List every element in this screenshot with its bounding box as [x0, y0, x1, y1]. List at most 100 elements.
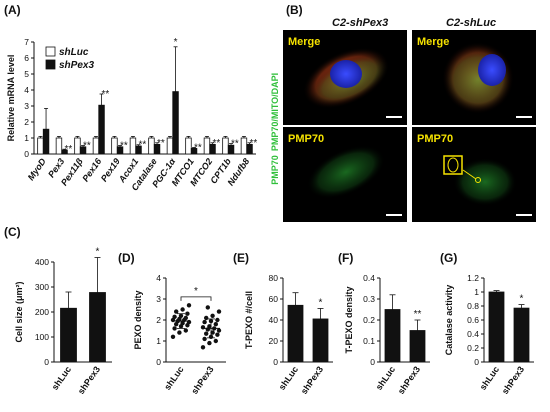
- data-point: [180, 307, 185, 312]
- panel-letter-b: (B): [286, 3, 303, 17]
- data-point: [202, 336, 207, 342]
- chart-c: 0 100 200 300 400 Cell size (μm²) shLuc * shPex3: [14, 247, 112, 396]
- pmp70-label-left: PMP70: [288, 133, 324, 145]
- panel-letter-f: (F): [338, 251, 353, 265]
- y-axis-title: Relative mRNA level: [6, 55, 16, 142]
- x-tick-label: shPex3: [396, 364, 422, 396]
- y-tick-label: 7: [24, 37, 29, 47]
- data-point: [210, 330, 215, 335]
- y-tick-label: 0.2: [467, 343, 479, 353]
- zoom-box: [443, 155, 463, 175]
- significance-mark: *: [520, 294, 524, 305]
- bar-shluc: [185, 137, 192, 155]
- bar: [89, 292, 106, 363]
- significance-mark: **: [414, 309, 422, 320]
- x-tick-label: shLuc: [374, 364, 397, 391]
- bar-shluc: [74, 137, 81, 155]
- zoom-ellipse: [447, 157, 459, 173]
- y-tick-label: 4: [24, 85, 29, 95]
- y-tick-label: 40: [269, 315, 279, 325]
- significance-mark: **: [101, 89, 109, 100]
- data-point: [213, 322, 218, 327]
- data-point: [183, 328, 188, 333]
- panel-letter-a: (A): [4, 3, 21, 17]
- y-tick-label: 0.8: [467, 301, 479, 311]
- side-label-top-text: PMP70/MITO/DAPI: [270, 73, 280, 151]
- y-axis-title: Catalase activity: [444, 285, 454, 356]
- panel-letter-d: (D): [118, 251, 135, 265]
- bar-shluc: [203, 137, 211, 155]
- legend-label: shLuc: [59, 47, 89, 58]
- data-point: [216, 309, 222, 314]
- bar-shluc: [55, 137, 63, 155]
- bar: [60, 307, 77, 363]
- bar: [384, 309, 401, 363]
- y-tick-label: 4: [156, 273, 161, 283]
- bar: [488, 291, 505, 363]
- legend-swatch: [45, 46, 56, 57]
- bar-shluc: [148, 137, 155, 155]
- significance-mark: **: [120, 141, 128, 152]
- panel-letter-g: (G): [440, 251, 457, 265]
- bar: [312, 318, 329, 363]
- data-point: [204, 331, 209, 336]
- y-tick-label: 0.3: [363, 294, 375, 304]
- significance-mark: *: [194, 286, 198, 297]
- side-label-bottom-text: PMP70: [270, 155, 280, 185]
- significance-mark: *: [319, 297, 323, 308]
- data-point: [183, 315, 188, 321]
- micro-merge-shpex3: [283, 30, 407, 125]
- data-point: [216, 328, 222, 333]
- significance-mark: **: [83, 141, 91, 152]
- chart-f: 0 0.1 0.2 0.3 0.4 T-PEXO density shLuc ** shPex3: [344, 273, 430, 396]
- bar-shluc: [111, 137, 118, 155]
- data-point: [202, 319, 207, 325]
- chart-d: 0 1 2 3 4 PEXO density shLuc shPex3 *: [133, 273, 226, 396]
- significance-mark: *: [174, 37, 178, 48]
- bar: [287, 304, 304, 363]
- y-tick-label: 0: [370, 357, 375, 367]
- data-point: [200, 345, 206, 350]
- y-tick-label: 2: [24, 117, 29, 127]
- x-tick-label: shLuc: [277, 364, 300, 391]
- data-point: [177, 330, 182, 335]
- significance-mark: **: [194, 142, 202, 153]
- pmp70-label-right: PMP70: [417, 133, 453, 145]
- x-tick-label: shLuc: [162, 364, 185, 391]
- panel-letter-c: (C): [4, 225, 21, 239]
- y-tick-label: 0.4: [467, 329, 479, 339]
- bar-shluc: [92, 137, 100, 155]
- y-tick-label: 200: [35, 307, 49, 317]
- y-tick-label: 400: [35, 257, 49, 267]
- y-tick-label: 1.2: [467, 273, 479, 283]
- x-tick-label: shPex3: [189, 364, 215, 396]
- y-axis-title: T-PEXO #/cell: [244, 291, 254, 349]
- data-point: [204, 315, 209, 321]
- x-tick-label: shLuc: [478, 364, 501, 391]
- micro-merge-shluc: [412, 30, 536, 125]
- significance-mark: *: [96, 247, 100, 258]
- data-point: [172, 326, 177, 331]
- data-point: [186, 303, 192, 308]
- x-tick-label: shLuc: [50, 364, 73, 391]
- merge-label-right: Merge: [417, 36, 449, 48]
- y-tick-label: 0: [474, 357, 479, 367]
- data-point: [174, 309, 179, 314]
- data-point: [213, 338, 218, 344]
- data-point: [210, 313, 215, 318]
- y-tick-label: 3: [156, 294, 161, 304]
- x-tick-label: MyoD: [26, 156, 49, 182]
- data-point: [205, 305, 210, 310]
- y-tick-label: 0.2: [363, 315, 375, 325]
- y-axis-title: T-PEXO density: [344, 286, 354, 353]
- y-tick-label: 0: [44, 357, 49, 367]
- data-point: [172, 314, 177, 320]
- side-label-top: PMP70/MITO/DAPI: [270, 73, 280, 151]
- bar-shpex3: [172, 91, 179, 155]
- data-point: [207, 324, 212, 329]
- bar-shpex3: [42, 128, 50, 155]
- significance-mark: **: [231, 139, 239, 150]
- micro-col-right-title: C2-shLuc: [446, 17, 496, 29]
- y-tick-label: 20: [269, 336, 279, 346]
